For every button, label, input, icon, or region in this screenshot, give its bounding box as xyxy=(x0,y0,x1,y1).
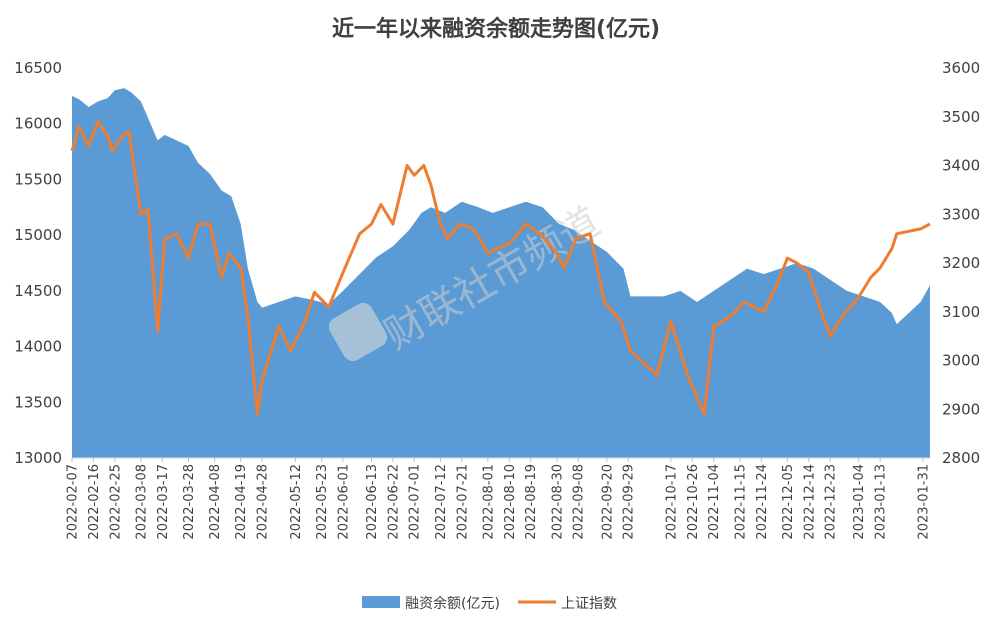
y-right-tick-label: 3400 xyxy=(942,157,980,175)
x-tick-label: 2022-07-21 xyxy=(455,464,470,540)
y-right-tick-label: 3500 xyxy=(942,108,980,126)
x-axis-ticks: 2022-02-07 2022-02-16 2022-02-25 2022-03-08… xyxy=(66,458,931,540)
x-tick-label: 2022-08-19 xyxy=(524,464,539,540)
y-left-tick-label: 13500 xyxy=(14,393,62,411)
x-tick-label: 2022-04-08 xyxy=(208,464,223,540)
y-left-tick-label: 14000 xyxy=(14,338,62,356)
right-y-axis: 2800 2900 3000 3100 3200 3300 3400 3500 3600 xyxy=(942,59,980,467)
x-tick-label: 2022-11-04 xyxy=(707,464,722,540)
y-left-tick-label: 16500 xyxy=(14,59,62,77)
x-tick-label: 2023-01-31 xyxy=(916,464,931,540)
y-right-tick-label: 3200 xyxy=(942,254,980,272)
x-tick-label: 2022-07-12 xyxy=(434,464,449,540)
y-left-tick-label: 16000 xyxy=(14,115,62,133)
x-tick-label: 2022-06-01 xyxy=(336,464,351,540)
x-tick-label: 2022-07-01 xyxy=(408,464,423,540)
line-series-sse-index xyxy=(70,120,931,416)
x-tick-label: 2022-08-01 xyxy=(481,464,496,540)
x-tick-label: 2022-03-28 xyxy=(182,464,197,540)
x-tick-label: 2022-09-08 xyxy=(572,464,587,540)
x-tick-label: 2022-09-29 xyxy=(622,464,637,540)
x-tick-label: 2022-11-24 xyxy=(755,464,770,540)
x-tick-label: 2023-01-13 xyxy=(874,464,889,540)
x-tick-label: 2022-09-20 xyxy=(600,464,615,540)
y-right-tick-label: 3100 xyxy=(942,303,980,321)
y-right-tick-label: 2800 xyxy=(942,449,980,467)
y-left-tick-label: 15000 xyxy=(14,226,62,244)
y-left-tick-label: 14500 xyxy=(14,282,62,300)
legend-swatch-area xyxy=(362,596,400,608)
x-tick-label: 2022-10-26 xyxy=(686,464,701,540)
y-right-tick-label: 3000 xyxy=(942,352,980,370)
legend-label-line: 上证指数 xyxy=(561,596,617,612)
chart-title: 近一年以来融资余额走势图(亿元) xyxy=(332,16,660,42)
x-tick-label: 2022-04-19 xyxy=(234,464,249,540)
y-right-tick-label: 2900 xyxy=(942,400,980,418)
left-y-axis: 13000 13500 14000 14500 15000 15500 16000 16500 xyxy=(14,59,62,467)
x-tick-label: 2022-05-23 xyxy=(315,464,330,540)
x-tick-label: 2022-02-16 xyxy=(87,464,102,540)
x-tick-label: 2022-10-17 xyxy=(664,464,679,540)
y-left-tick-label: 13000 xyxy=(14,449,62,467)
x-tick-label: 2022-08-10 xyxy=(503,464,518,540)
y-right-tick-label: 3600 xyxy=(942,59,980,77)
y-left-tick-label: 15500 xyxy=(14,170,62,188)
x-tick-label: 2022-03-08 xyxy=(134,464,149,540)
line-series-layer xyxy=(70,120,931,416)
legend-label-area: 融资余额(亿元) xyxy=(405,595,500,612)
y-right-tick-label: 3300 xyxy=(942,205,980,223)
x-tick-label: 2022-06-22 xyxy=(386,464,401,540)
x-tick-label: 2022-08-30 xyxy=(550,464,565,540)
x-tick-label: 2022-11-15 xyxy=(733,464,748,540)
x-tick-label: 2022-12-14 xyxy=(802,464,817,540)
legend: 融资余额(亿元) 上证指数 xyxy=(362,595,617,612)
x-tick-label: 2022-06-13 xyxy=(365,464,380,540)
x-tick-label: 2022-02-25 xyxy=(108,464,123,540)
x-tick-label: 2022-12-05 xyxy=(781,464,796,540)
x-tick-label: 2023-01-04 xyxy=(852,464,867,540)
x-tick-label: 2022-03-17 xyxy=(156,464,171,540)
x-tick-label: 2022-04-28 xyxy=(256,464,271,540)
area-series-layer xyxy=(72,88,930,458)
watermark-logo-icon xyxy=(328,302,388,362)
x-tick-label: 2022-05-12 xyxy=(289,464,304,540)
x-tick-label: 2022-02-07 xyxy=(66,464,81,540)
area-series-margin-balance xyxy=(72,88,930,458)
x-tick-label: 2022-12-23 xyxy=(824,464,839,540)
